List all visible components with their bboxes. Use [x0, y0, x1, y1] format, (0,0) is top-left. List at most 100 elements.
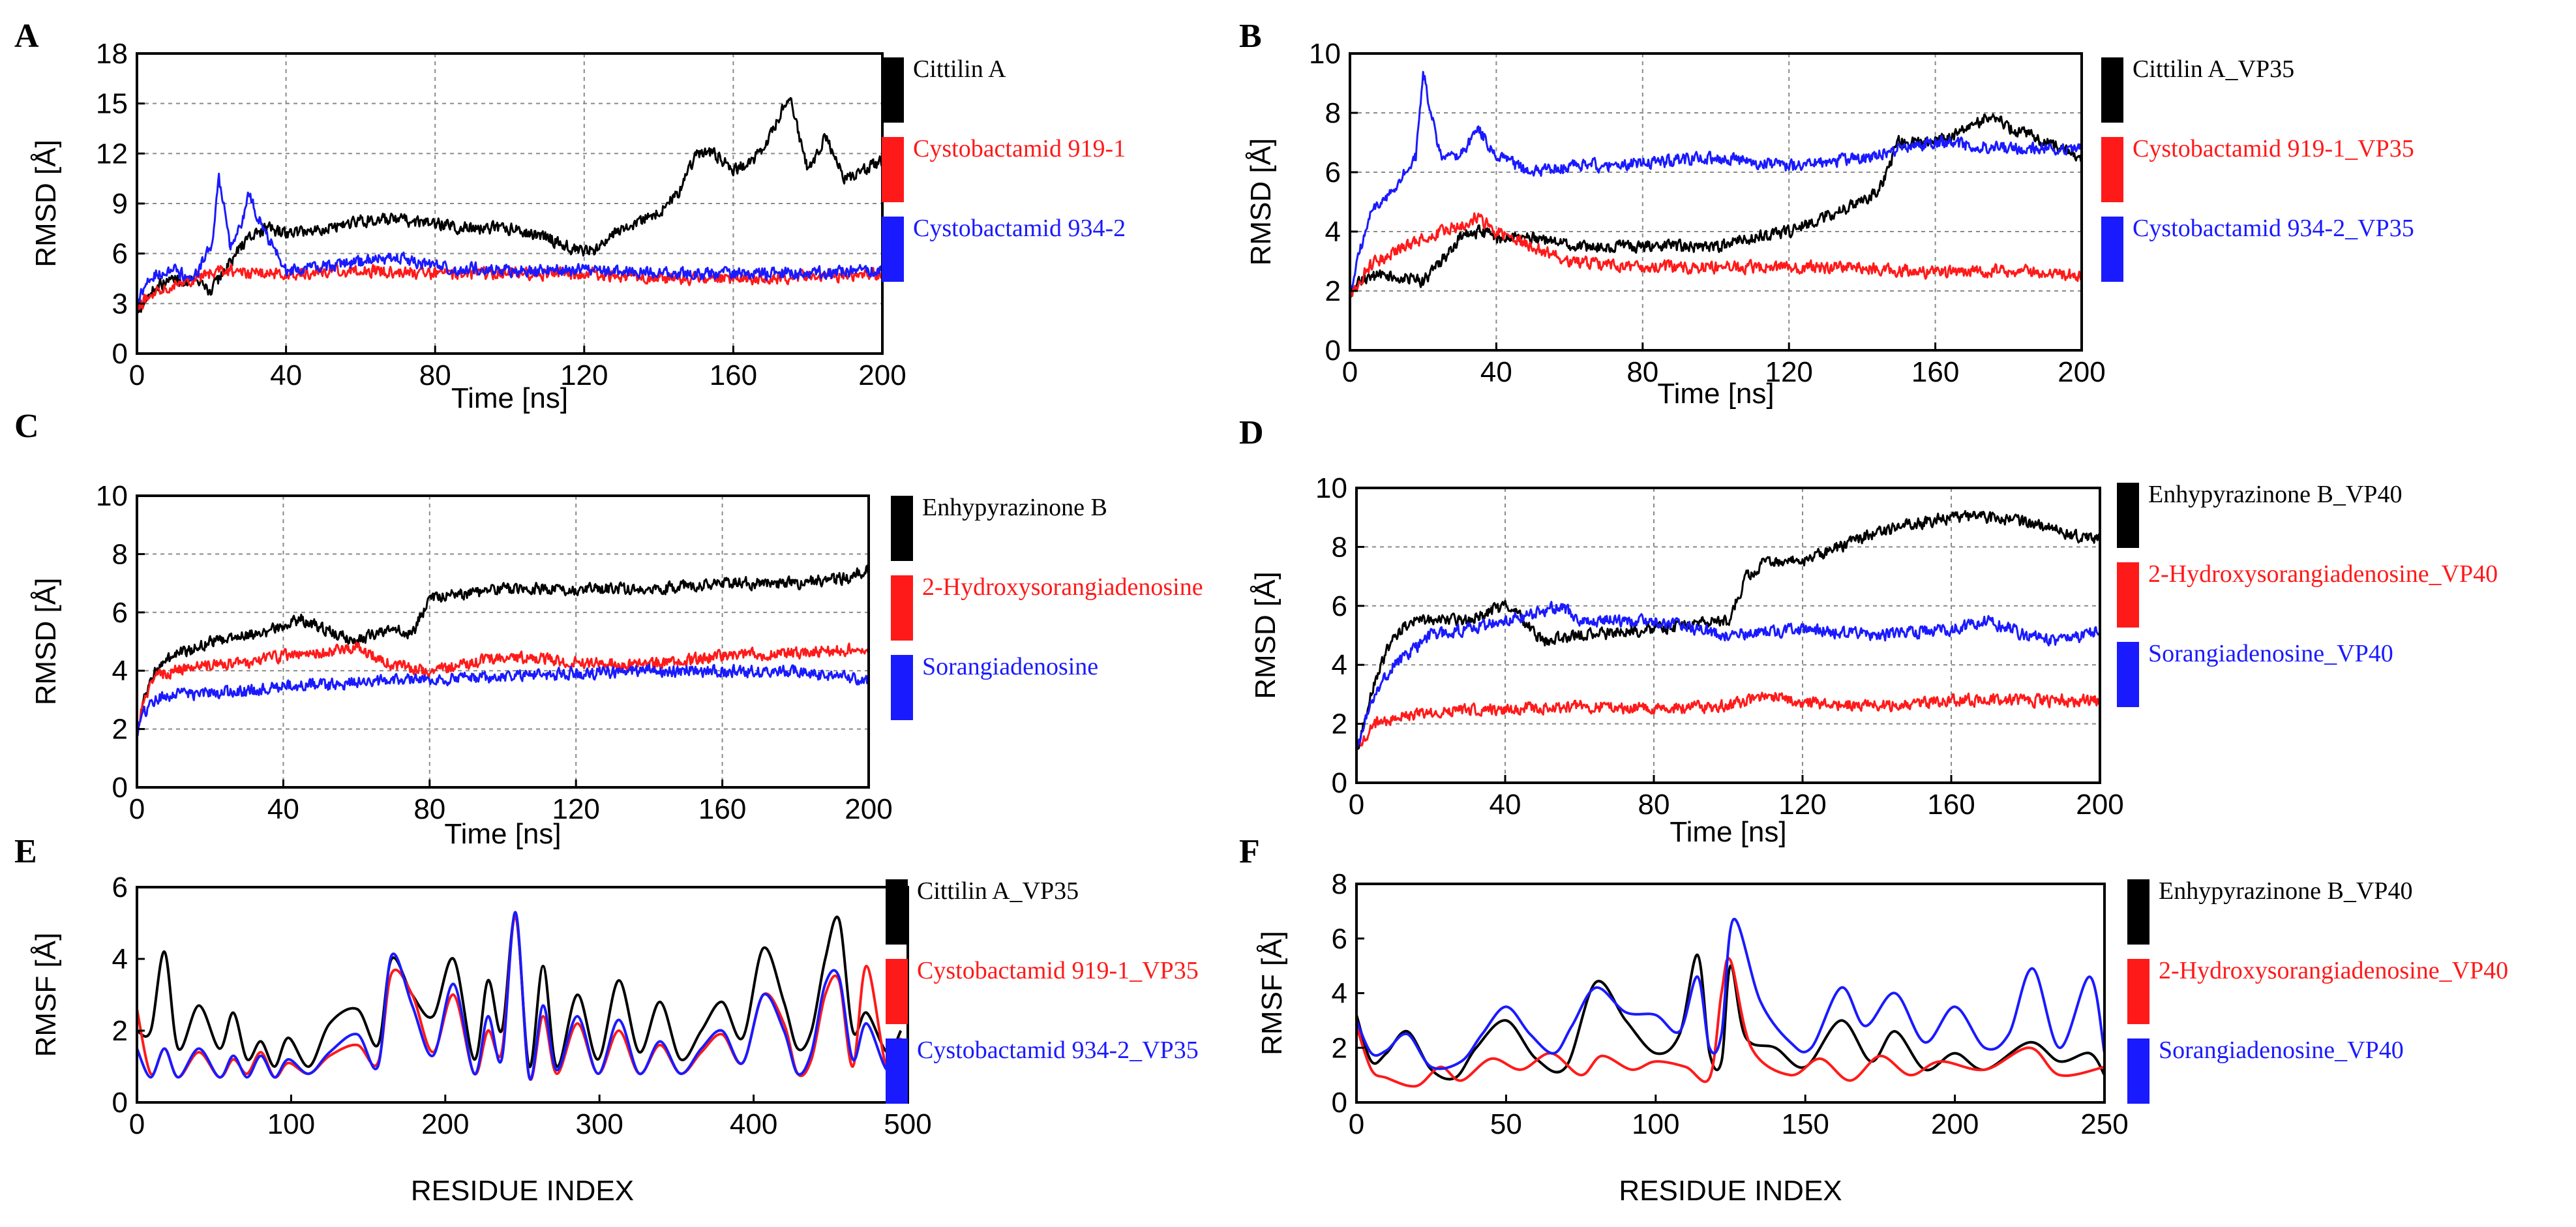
series-line-3: [1356, 601, 2100, 750]
y-tick-label: 2: [112, 1015, 128, 1047]
x-tick-label: 80: [1626, 356, 1658, 388]
x-tick-label: 160: [1911, 356, 1959, 388]
plot-frame: [1355, 487, 2101, 784]
x-axis-label: Time [ns]: [451, 382, 568, 414]
y-tick-label: 4: [112, 655, 128, 687]
y-tick-label: 0: [112, 1087, 128, 1119]
legend: Cittilin A Cystobactamid 919-1 Cystobactam…: [882, 55, 1126, 282]
series-line-1: [1356, 953, 2104, 1081]
y-tick-label: 4: [1332, 978, 1347, 1010]
chart-panel-b: B 0 40 80 120 160 200 0 2 4 6 8 10 Time [ns] RMSD [Å] C…: [1239, 18, 2414, 410]
x-axis-label: Time [ns]: [1670, 816, 1786, 848]
legend-entry: Cittilin A_VP35: [2133, 55, 2294, 83]
x-tick-label: 100: [267, 1108, 315, 1140]
legend-entry: Enhypyrazinone B_VP40: [2148, 481, 2402, 508]
series-line-3: [1350, 70, 2082, 295]
y-tick-label: 8: [1332, 531, 1347, 563]
legend-swatch: [2117, 642, 2139, 707]
legend: Cittilin A_VP35 Cystobactamid 919-1_VP35 C…: [2101, 55, 2414, 282]
x-tick-label: 80: [419, 359, 451, 391]
x-tick-label: 200: [858, 359, 906, 391]
x-tick-label: 50: [1490, 1108, 1522, 1140]
x-tick-label: 40: [1480, 356, 1512, 388]
y-tick-label: 0: [1325, 335, 1341, 367]
series-line-3: [137, 911, 903, 1081]
x-tick-label: 160: [1927, 789, 1975, 821]
x-tick-label: 300: [575, 1108, 623, 1140]
legend-swatch: [891, 655, 913, 720]
x-axis-label: Time [ns]: [1657, 378, 1774, 410]
legend-entry: 2-Hydroxysorangiadenosine: [922, 573, 1203, 601]
x-tick-label: 120: [1765, 356, 1812, 388]
plot-frame: [136, 494, 870, 789]
x-tick-label: 40: [267, 793, 299, 825]
y-axis-label: RMSF [Å]: [30, 933, 62, 1057]
y-axis-label: RMSD [Å]: [1250, 571, 1281, 699]
x-tick-label: 120: [1778, 789, 1826, 821]
legend-swatch: [2127, 879, 2149, 945]
x-tick-label: 0: [1349, 1108, 1364, 1140]
y-tick-label: 10: [1315, 472, 1347, 504]
y-tick-label: 2: [1332, 1032, 1347, 1064]
y-tick-label: 8: [1325, 97, 1341, 129]
legend-swatch: [882, 137, 904, 202]
y-tick-label: 9: [112, 188, 128, 220]
y-tick-label: 15: [96, 88, 128, 120]
legend-swatch: [882, 57, 904, 123]
y-axis-label: RMSD [Å]: [30, 578, 62, 706]
y-tick-label: 2: [112, 714, 128, 746]
x-tick-label: 0: [1349, 789, 1364, 821]
x-tick-label: 400: [730, 1108, 777, 1140]
legend-entry: Enhypyrazinone B_VP40: [2159, 877, 2412, 905]
y-axis-label: RMSD [Å]: [1245, 138, 1277, 266]
x-tick-label: 150: [1781, 1108, 1829, 1140]
x-tick-label: 200: [2058, 356, 2105, 388]
panel-letter: F: [1239, 833, 1260, 870]
x-tick-label: 80: [413, 793, 445, 825]
series-line-2: [137, 641, 869, 730]
x-tick-label: 500: [884, 1108, 931, 1140]
legend-swatch: [2117, 562, 2139, 628]
x-tick-label: 0: [129, 1108, 145, 1140]
chart-panel-d: D 0 40 80 120 160 200 0 2 4 6 8 10 Time [ns] RMSD [Å] E…: [1239, 414, 2498, 848]
series-line-1: [137, 564, 869, 730]
x-tick-label: 0: [129, 793, 145, 825]
series-line-1: [137, 97, 882, 314]
legend-entry: Cystobactamid 919-1: [913, 135, 1126, 162]
series-line-3: [1356, 918, 2104, 1070]
y-tick-label: 6: [1332, 923, 1347, 955]
panel-letter: A: [14, 18, 39, 55]
y-tick-label: 0: [1332, 767, 1347, 799]
y-tick-label: 6: [1325, 157, 1341, 189]
legend-entry: Cystobactamid 919-1_VP35: [917, 957, 1199, 984]
plot-frame: [1349, 52, 2083, 352]
y-axis-label: RMSD [Å]: [30, 140, 62, 267]
legend-swatch: [2101, 137, 2123, 202]
y-tick-label: 4: [1332, 649, 1347, 681]
y-tick-label: 18: [96, 38, 128, 70]
legend-swatch: [886, 959, 908, 1024]
legend-entry: 2-Hydroxysorangiadenosine_VP40: [2148, 560, 2498, 588]
legend-entry: Cystobactamid 934-2: [913, 215, 1126, 242]
chart-panel-c: C 0 40 80 120 160 200 0 2 4 6 8 10 Time [ns] RMSD [Å] E…: [14, 408, 1203, 850]
x-tick-label: 40: [270, 359, 302, 391]
x-tick-label: 160: [698, 793, 746, 825]
y-tick-label: 2: [1325, 275, 1341, 307]
y-tick-label: 2: [1332, 708, 1347, 740]
legend-entry: Sorangiadenosine_VP40: [2159, 1037, 2404, 1064]
panel-letter: D: [1239, 414, 1264, 451]
y-tick-label: 6: [1332, 590, 1347, 622]
y-tick-label: 4: [1325, 216, 1341, 248]
x-tick-label: 200: [421, 1108, 469, 1140]
x-tick-label: 0: [129, 359, 145, 391]
y-tick-label: 6: [112, 871, 128, 903]
x-tick-label: 120: [552, 793, 599, 825]
x-tick-label: 40: [1490, 789, 1521, 821]
legend-entry: Cystobactamid 919-1_VP35: [2133, 135, 2414, 162]
x-tick-label: 250: [2080, 1108, 2128, 1140]
series-line-3: [137, 172, 882, 303]
legend: Enhypyrazinone B 2-Hydroxysorangiadenosin…: [891, 494, 1203, 720]
y-tick-label: 12: [96, 138, 128, 170]
panel-letter: B: [1239, 18, 1262, 55]
y-tick-label: 6: [112, 597, 128, 629]
